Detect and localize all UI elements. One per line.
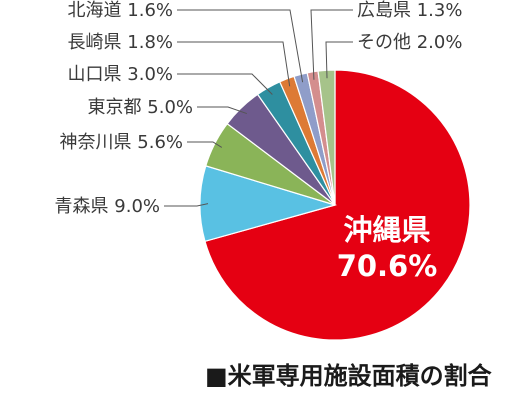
leader-line-3	[197, 106, 248, 115]
leader-line-5	[177, 41, 291, 87]
slice-label-value-0: 70.6%	[337, 249, 438, 283]
chart-title: ■米軍専用施設面積の割合	[205, 362, 493, 390]
slice-label-6: 北海道 1.6%	[68, 0, 173, 21]
pie-slices	[199, 69, 471, 341]
slice-label-name-0: 沖縄県	[343, 213, 430, 247]
slice-label-3: 東京都 5.0%	[88, 97, 193, 118]
leader-lines	[164, 9, 353, 207]
leader-line-2	[187, 141, 223, 148]
slice-label-1: 青森県 9.0%	[55, 196, 160, 217]
slice-label-4: 山口県 3.0%	[68, 64, 173, 85]
leader-line-7	[310, 9, 353, 80]
leader-line-8	[325, 41, 353, 79]
slice-0	[204, 69, 471, 341]
slice-label-8: その他 2.0%	[357, 32, 462, 53]
leader-line-4	[177, 73, 273, 95]
leader-line-1	[164, 203, 209, 207]
leader-line-6	[177, 9, 304, 83]
slice-label-2: 神奈川県 5.6%	[60, 132, 183, 153]
slice-label-5: 長崎県 1.8%	[68, 32, 173, 53]
slice-label-7: 広島県 1.3%	[357, 0, 462, 21]
